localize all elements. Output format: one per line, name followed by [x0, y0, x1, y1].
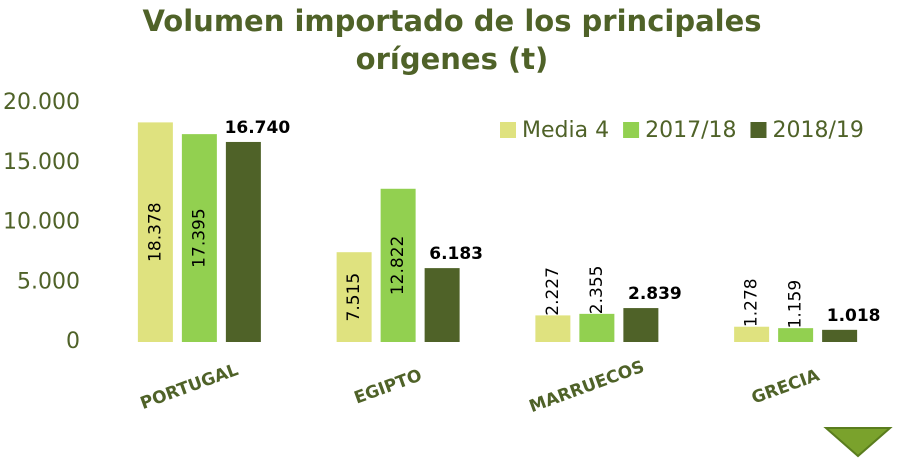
bar	[380, 188, 416, 342]
chart-title: Volumen importado de los principales orí…	[142, 4, 762, 76]
y-tick-label: 0	[66, 329, 80, 354]
legend-swatch	[623, 122, 640, 138]
data-label: 7.515	[344, 273, 364, 322]
x-tick-label: EGIPTO	[352, 366, 425, 409]
legend-swatch	[750, 122, 767, 138]
bar	[137, 122, 173, 342]
legend-swatch	[500, 122, 516, 138]
data-label: 16.740	[225, 118, 291, 138]
data-label: 1.159	[786, 280, 806, 329]
bar	[535, 315, 571, 342]
legend-label: 2018/19	[772, 118, 863, 143]
data-label: 6.183	[429, 244, 483, 264]
data-label: 2.839	[628, 284, 682, 304]
data-label: 2.227	[543, 267, 563, 316]
x-tick-label: PORTUGAL	[138, 360, 241, 414]
bar	[225, 141, 261, 342]
y-tick-label: 20.000	[3, 90, 80, 115]
bar	[623, 308, 659, 342]
bar	[734, 326, 770, 342]
bar	[579, 313, 615, 342]
y-tick-label: 15.000	[3, 150, 80, 175]
data-label: 17.395	[189, 208, 209, 267]
data-label: 18.378	[145, 202, 165, 261]
bar	[424, 268, 460, 342]
x-tick-label: GRECIA	[749, 365, 823, 408]
bar	[778, 328, 814, 342]
data-label: 1.278	[742, 278, 762, 327]
legend-label: Media 4	[522, 118, 609, 143]
bar	[336, 252, 372, 342]
data-label: 2.355	[587, 266, 607, 315]
bar	[822, 329, 858, 342]
legend-label: 2017/18	[645, 118, 736, 143]
x-tick-label: MARRUECOS	[527, 357, 647, 417]
y-tick-label: 10.000	[3, 210, 80, 235]
y-tick-label: 5.000	[17, 269, 80, 294]
data-label: 1.018	[827, 306, 881, 326]
bar	[181, 134, 217, 342]
next-arrow[interactable]	[823, 427, 893, 458]
data-label: 12.822	[388, 236, 408, 295]
